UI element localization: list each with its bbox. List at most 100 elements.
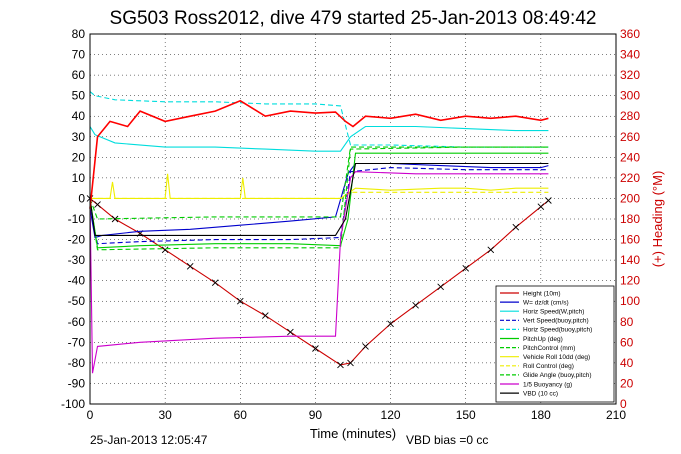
- legend-box: [495, 285, 615, 403]
- series-line-3: [89, 167, 549, 245]
- footer-vbd-bias: VBD bias =0 cc: [406, 433, 488, 447]
- x-tick-label: 60: [234, 408, 248, 422]
- x-tick-labels: 0 30 60 90 120 150 180 210: [87, 408, 627, 422]
- series-line-9: [89, 146, 549, 251]
- x-tick-label: 180: [531, 408, 551, 422]
- y-tick-label: 50: [72, 89, 86, 103]
- depth-marker: [287, 328, 294, 336]
- series-line-1: [89, 162, 549, 239]
- y-tick-label: 70: [72, 48, 86, 62]
- y-right-tick-label: 340: [620, 48, 640, 62]
- y-right-tick-label: 120: [620, 274, 640, 288]
- x-tick-label: 210: [606, 408, 626, 422]
- depth-marker: [412, 302, 419, 309]
- y-tick-label: 60: [72, 68, 86, 82]
- y-tick-label: -20: [68, 233, 86, 247]
- y-right-tick-label: 80: [620, 315, 634, 329]
- y-right-tick-label: 100: [620, 294, 640, 308]
- x-tick-label: 0: [87, 408, 94, 422]
- x-tick-label: 30: [158, 408, 172, 422]
- legend-entry: Roll Control (deg): [523, 363, 574, 370]
- series-layer: [86, 91, 552, 374]
- y-right-tick-label: 300: [620, 89, 640, 103]
- y-tick-label: -100: [61, 397, 85, 411]
- y-right-tick-label: 320: [620, 68, 640, 82]
- footer-timestamp: 25-Jan-2013 12:05:47: [90, 433, 208, 447]
- series-line-2: [89, 125, 549, 152]
- y-tick-label: 80: [72, 27, 86, 41]
- y-right-tick-label: 260: [620, 130, 640, 144]
- y-right-tick-label: 280: [620, 109, 640, 123]
- depth-marker: [94, 201, 101, 208]
- depth-marker: [111, 215, 119, 223]
- legend-entry: Height (10m): [523, 290, 561, 297]
- series-line-12: [89, 99, 549, 209]
- y-right-tick-labels: 3603403203002802602402202001801601401201…: [620, 27, 640, 411]
- depth-marker: [312, 345, 319, 352]
- depth-marker: [512, 223, 520, 231]
- legend-entry: Vert Speed(buoy,pitch): [523, 318, 589, 325]
- depth-marker: [186, 262, 194, 270]
- series-line-8: [90, 191, 549, 199]
- series-line-11: [89, 162, 549, 236]
- plot-frame: [89, 33, 617, 405]
- depth-marker: [362, 343, 369, 350]
- legend-entry: Vehicle Roll 10dd (deg): [523, 354, 590, 361]
- legend-entry: Horiz Speed(buoy,pitch): [523, 327, 592, 334]
- y-right-tick-label: 60: [620, 335, 634, 349]
- legend: Height (10m) W= dz/dt (cm/s) Horiz Speed(W…: [495, 285, 615, 403]
- series-line-7: [90, 173, 549, 199]
- y-tick-label: -30: [68, 253, 86, 267]
- y-tick-labels: 80 70 60 50 40 30 20 10 0 -10 -20 -30 -40 -50 -60 -70 -8…: [61, 27, 85, 411]
- y-tick-label: -50: [68, 294, 86, 308]
- y-right-axis-label: (+) Heading (°M): [650, 171, 665, 268]
- x-tick-label: 90: [309, 408, 323, 422]
- legend-entry: W= dz/dt (cm/s): [523, 299, 569, 306]
- depth-marker: [462, 265, 470, 272]
- y-tick-label: -90: [68, 376, 86, 390]
- depth-marker: [537, 203, 545, 210]
- depth-marker: [387, 320, 394, 328]
- x-axis-label: Time (minutes): [310, 426, 396, 441]
- legend-entry: PitchUp (deg): [523, 336, 563, 343]
- y-right-tick-label: 220: [620, 171, 640, 185]
- legend-entry: VBD (10 cc): [523, 390, 558, 397]
- legend-entry: Glide Angle (buoy,pitch): [523, 372, 592, 379]
- y-tick-label: -60: [68, 315, 86, 329]
- y-right-tick-label: 40: [620, 356, 634, 370]
- y-tick-label: -40: [68, 274, 86, 288]
- y-tick-label: 10: [72, 171, 86, 185]
- chart-title: SG503 Ross2012, dive 479 started 25-Jan-…: [110, 8, 597, 29]
- series-line-10: [89, 171, 549, 374]
- y-right-tick-label: 360: [620, 27, 640, 41]
- series-line-0: [89, 197, 549, 366]
- depth-marker: [211, 279, 219, 287]
- y-right-tick-label: 240: [620, 150, 640, 164]
- depth-marker: [337, 361, 344, 369]
- y-tick-label: 0: [78, 191, 85, 205]
- depth-marker: [236, 297, 244, 305]
- depth-marker: [262, 312, 269, 319]
- depth-marker: [487, 246, 495, 254]
- y-tick-label: -70: [68, 335, 86, 349]
- y-right-tick-label: 200: [620, 191, 640, 205]
- depth-marker: [545, 197, 552, 204]
- y-tick-label: -10: [68, 212, 86, 226]
- y-tick-label: 40: [72, 109, 86, 123]
- y-right-tick-label: 160: [620, 233, 640, 247]
- y-right-tick-label: 0: [620, 397, 627, 411]
- depth-marker: [347, 359, 354, 367]
- legend-entry: Horiz Speed(W,pitch): [523, 309, 584, 316]
- legend-entry: 1/5 Buoyancy (g): [523, 381, 572, 388]
- series-line-4: [89, 91, 549, 148]
- y-right-tick-label: 180: [620, 212, 640, 226]
- y-tick-label: 20: [72, 150, 86, 164]
- depth-marker: [437, 283, 444, 291]
- y-right-tick-label: 20: [620, 376, 634, 390]
- x-tick-label: 150: [456, 408, 476, 422]
- y-tick-label: 30: [72, 130, 86, 144]
- depth-marker: [161, 246, 169, 254]
- y-tick-label: -80: [68, 356, 86, 370]
- legend-entry: PitchControl (mm): [523, 345, 575, 352]
